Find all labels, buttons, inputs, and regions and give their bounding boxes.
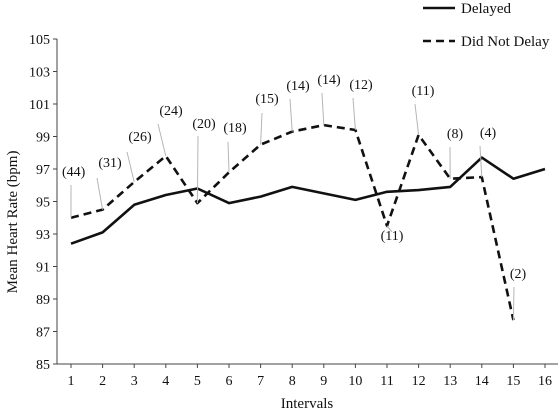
x-tick-label: 16 xyxy=(538,374,552,389)
x-tick-label: 14 xyxy=(475,374,489,389)
annotation-label: (14) xyxy=(317,73,341,88)
annotation-label: (18) xyxy=(223,121,247,136)
y-tick-label: 97 xyxy=(36,163,50,178)
annotation-label: (4) xyxy=(480,126,497,141)
x-axis-title: Intervals xyxy=(281,396,334,412)
y-ticks: 85 87 89 91 93 95 97 99 101 103 105 xyxy=(29,33,57,373)
annotation-leader-line xyxy=(479,145,483,178)
annotation-leader-line xyxy=(96,177,104,210)
legend-label: Delayed xyxy=(461,1,511,17)
annotation-leader-line xyxy=(227,141,230,173)
annotation-label: (8) xyxy=(447,127,464,142)
x-tick-label: 15 xyxy=(506,374,520,389)
x-tick-label: 8 xyxy=(289,374,296,389)
y-tick-label: 95 xyxy=(36,196,50,211)
y-tick-label: 99 xyxy=(36,131,50,146)
x-tick-label: 5 xyxy=(194,374,201,389)
x-tick-label: 11 xyxy=(380,374,393,389)
series-layer xyxy=(70,123,546,321)
annotation-leader-line xyxy=(386,225,393,233)
y-axis-title: Mean Heart Rate (bpm) xyxy=(5,151,21,294)
annotation-leader-line xyxy=(126,151,135,183)
legend: Delayed Did Not Delay xyxy=(423,1,550,50)
series-line-did-not-delay xyxy=(70,123,515,321)
y-tick-label: 101 xyxy=(29,98,50,113)
x-tick-label: 7 xyxy=(257,374,264,389)
x-tick-label: 12 xyxy=(412,374,426,389)
annotation-label: (20) xyxy=(192,117,216,132)
annotation-leader-line xyxy=(352,97,356,131)
y-tick-label: 89 xyxy=(36,293,50,308)
series-line-delayed xyxy=(70,156,546,245)
annotation-label: (24) xyxy=(159,104,183,119)
annotation-leader-line xyxy=(512,286,515,321)
annotation-leader-line xyxy=(196,135,199,204)
annotation-leader-line xyxy=(157,123,167,157)
x-tick-label: 1 xyxy=(68,374,75,389)
annotation-leader-line xyxy=(289,98,293,132)
annotation-label: (44) xyxy=(62,165,86,180)
annotation-label: (31) xyxy=(98,156,122,171)
y-tick-label: 87 xyxy=(36,326,50,341)
x-tick-label: 3 xyxy=(131,374,138,389)
annotation-label: (15) xyxy=(255,92,279,107)
annotation-label: (26) xyxy=(128,130,152,145)
annotation-layer: (44) (31) (26) (24) (20) (18) (15) (14) (14) (12)… xyxy=(62,73,527,321)
legend-label: Did Not Delay xyxy=(461,34,550,50)
x-ticks: 1 2 3 4 5 6 7 8 9 10 11 12 13 14 15 16 xyxy=(68,364,552,389)
x-tick-label: 4 xyxy=(162,374,169,389)
annotation-label: (12) xyxy=(349,78,373,93)
x-tick-label: 6 xyxy=(226,374,233,389)
annotation-leader-line xyxy=(321,92,325,126)
y-tick-label: 91 xyxy=(36,261,50,276)
annotation-label: (14) xyxy=(286,79,310,94)
y-tick-label: 93 xyxy=(36,228,50,243)
y-tick-label: 103 xyxy=(29,66,50,81)
x-tick-label: 9 xyxy=(320,374,327,389)
annotation-leader-line xyxy=(260,112,263,145)
x-tick-label: 13 xyxy=(443,374,457,389)
x-tick-label: 10 xyxy=(348,374,362,389)
annotation-label: (2) xyxy=(510,267,527,282)
annotation-label: (11) xyxy=(381,229,404,244)
y-tick-label: 85 xyxy=(36,358,50,373)
x-tick-label: 2 xyxy=(99,374,106,389)
annotation-leader-line xyxy=(414,103,420,135)
annotation-label: (11) xyxy=(412,84,435,99)
y-tick-label: 105 xyxy=(29,33,50,48)
